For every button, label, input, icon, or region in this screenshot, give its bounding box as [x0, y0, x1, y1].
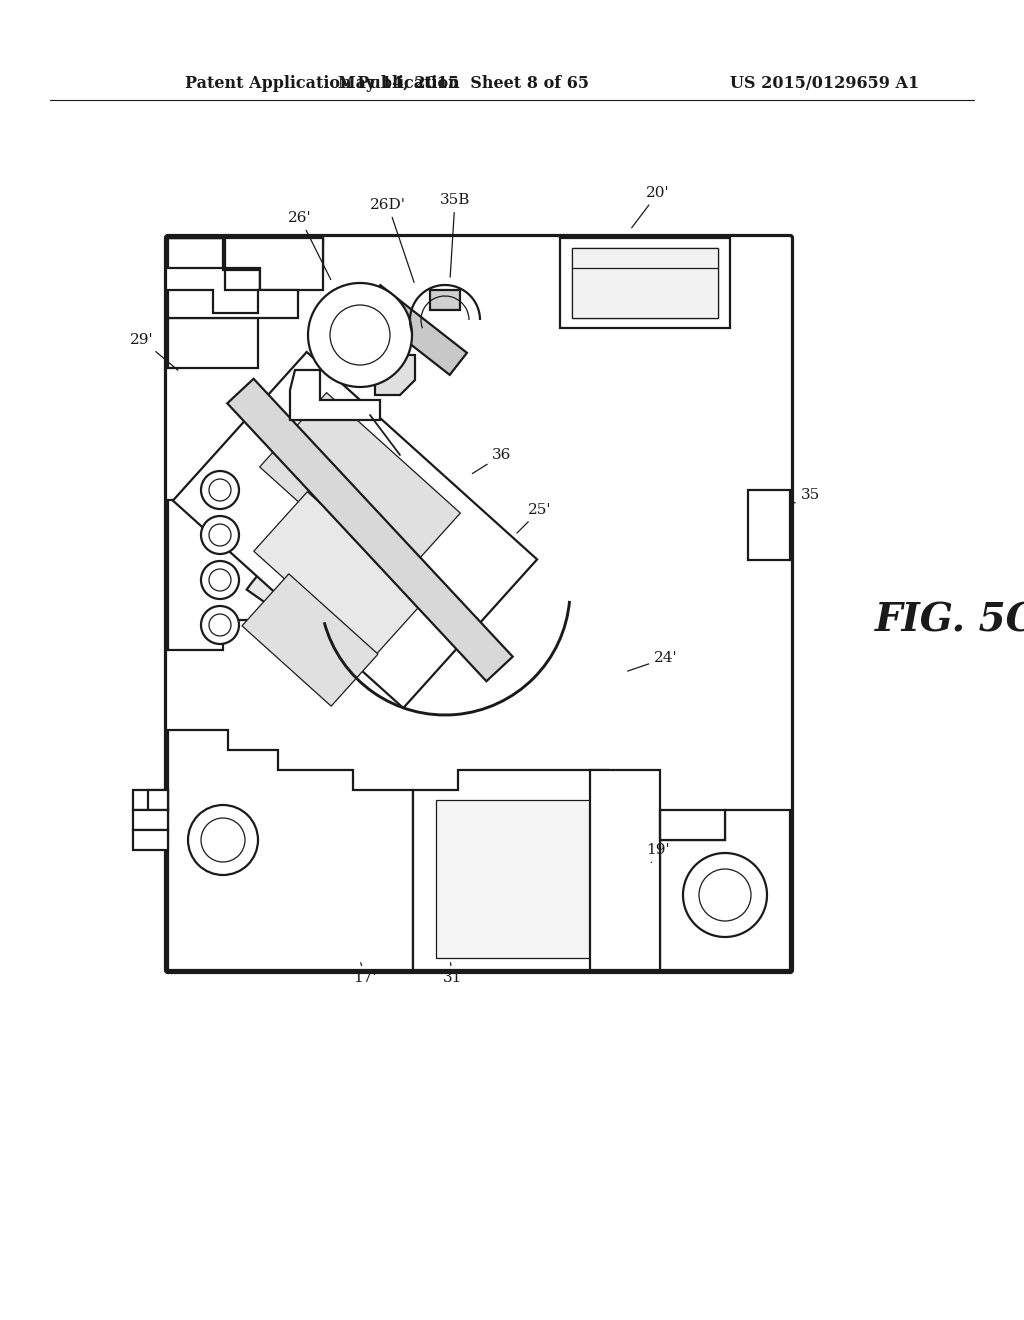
- Polygon shape: [168, 730, 413, 970]
- Circle shape: [201, 818, 245, 862]
- Polygon shape: [748, 490, 790, 560]
- Polygon shape: [413, 770, 658, 970]
- Polygon shape: [173, 352, 538, 708]
- Circle shape: [201, 516, 239, 554]
- Polygon shape: [590, 770, 725, 970]
- Circle shape: [699, 869, 751, 921]
- FancyBboxPatch shape: [166, 235, 793, 973]
- Text: May 14, 2015  Sheet 8 of 65: May 14, 2015 Sheet 8 of 65: [338, 74, 589, 91]
- Polygon shape: [168, 500, 353, 649]
- Circle shape: [209, 524, 231, 546]
- Circle shape: [201, 471, 239, 510]
- Circle shape: [308, 282, 412, 387]
- Bar: [572, 248, 718, 318]
- Circle shape: [201, 561, 239, 599]
- Circle shape: [209, 569, 231, 591]
- Polygon shape: [168, 318, 258, 368]
- Bar: [133, 830, 168, 850]
- Circle shape: [201, 606, 239, 644]
- Circle shape: [188, 805, 258, 875]
- Circle shape: [209, 614, 231, 636]
- Text: 17': 17': [353, 962, 377, 985]
- Text: 20': 20': [632, 186, 670, 228]
- Polygon shape: [572, 248, 718, 318]
- Circle shape: [330, 305, 390, 366]
- Text: US 2015/0129659 A1: US 2015/0129659 A1: [730, 74, 920, 91]
- Bar: [133, 810, 168, 830]
- Polygon shape: [364, 285, 467, 375]
- Bar: [560, 238, 730, 327]
- Polygon shape: [430, 290, 460, 310]
- Text: 19': 19': [646, 843, 670, 862]
- Text: 25': 25': [517, 503, 552, 533]
- Text: FIG. 5C: FIG. 5C: [874, 601, 1024, 639]
- Bar: [148, 789, 168, 810]
- Polygon shape: [660, 810, 790, 970]
- Text: 35B: 35B: [440, 193, 470, 277]
- Circle shape: [683, 853, 767, 937]
- Polygon shape: [168, 238, 323, 293]
- Text: 36: 36: [472, 447, 512, 474]
- Polygon shape: [290, 370, 380, 420]
- Text: 31: 31: [443, 962, 463, 985]
- Polygon shape: [168, 290, 298, 318]
- Polygon shape: [247, 515, 490, 605]
- Polygon shape: [375, 355, 415, 395]
- Polygon shape: [242, 574, 378, 706]
- Text: 26': 26': [288, 211, 331, 280]
- Polygon shape: [260, 392, 461, 587]
- Text: 24': 24': [628, 651, 678, 671]
- Polygon shape: [227, 379, 513, 681]
- Bar: [133, 789, 168, 810]
- Text: 29': 29': [130, 333, 178, 370]
- Text: 35: 35: [793, 488, 819, 504]
- Polygon shape: [168, 238, 323, 290]
- Polygon shape: [254, 492, 426, 659]
- Text: Patent Application Publication: Patent Application Publication: [185, 74, 460, 91]
- Circle shape: [209, 479, 231, 502]
- Text: 26D': 26D': [370, 198, 414, 282]
- Bar: [436, 800, 636, 958]
